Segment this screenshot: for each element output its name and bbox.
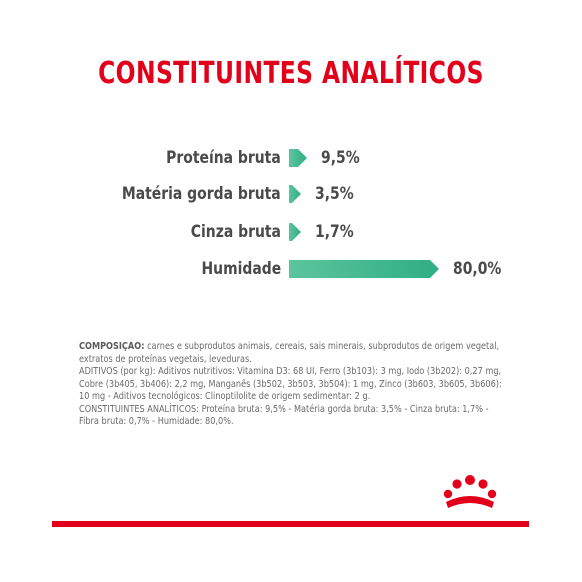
page-title: CONSTITUINTES ANALÍTICOS [98,56,484,91]
bottom-red-rule [52,521,529,527]
bar-category-label: Cinza bruta [190,222,281,242]
bar [289,185,301,203]
composition-text: carnes e subprodutos animais, cereais, s… [79,341,500,365]
bar-category-label: Humidade [201,259,281,279]
bar-value-label: 3,5% [315,184,354,204]
bar [289,223,301,241]
bar [289,260,439,278]
bar-value-label: 80,0% [453,259,502,279]
composition-paragraph: COMPOSIÇÃO: carnes e subprodutos animais… [79,341,509,366]
bar-value-label: 1,7% [315,222,354,242]
bar-category-label: Proteína bruta [166,148,281,168]
royal-canin-crown-icon [443,475,497,508]
constituents-paragraph: CONSTITUINTES ANALÍTICOS: Proteína bruta… [79,403,489,428]
bar-row: Cinza bruta 1,7% [0,219,582,245]
composition-heading: COMPOSIÇÃO: [79,341,145,352]
bar-value-label: 9,5% [321,148,360,168]
bar [289,149,307,167]
bar-row: Matéria gorda bruta 3,5% [0,181,582,207]
composition-block: COMPOSIÇÃO: carnes e subprodutos animais… [79,341,519,429]
bar-row: Proteína bruta 9,5% [0,145,582,171]
bar-row: Humidade 80,0% [0,256,582,282]
bar-category-label: Matéria gorda bruta [122,184,281,204]
additives-paragraph: ADITIVOS (por kg): Aditivos nutritivos: … [79,366,502,402]
